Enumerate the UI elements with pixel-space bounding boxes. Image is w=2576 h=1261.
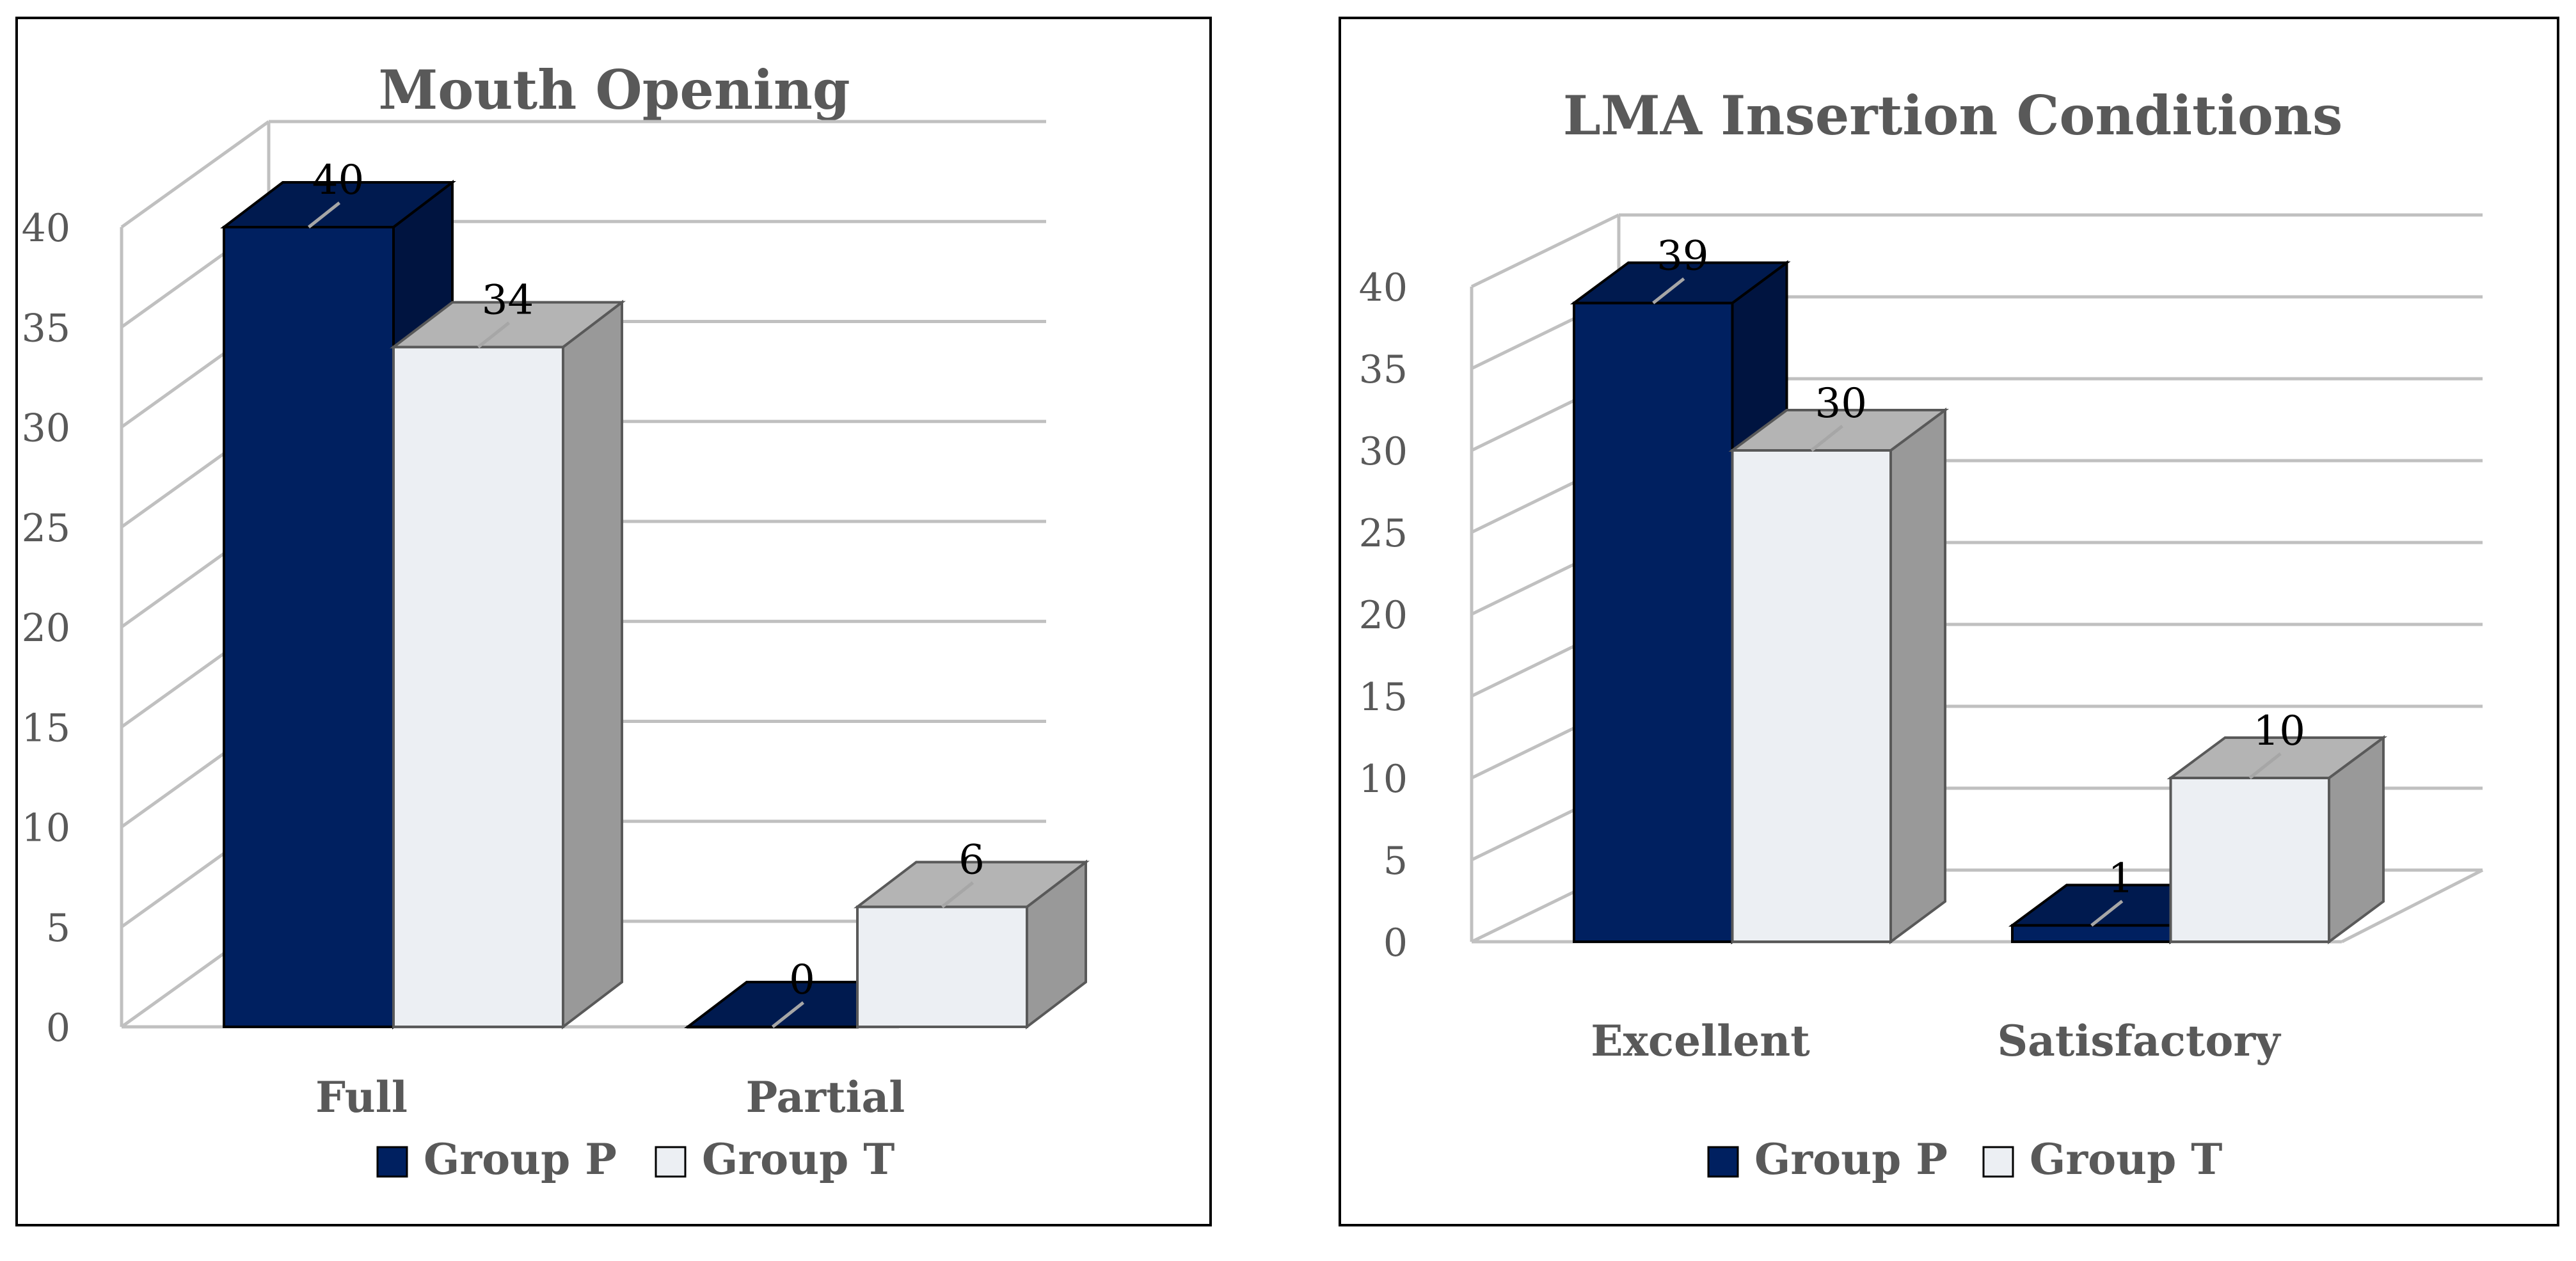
gridline-left-wall	[1470, 213, 1620, 289]
y-tick-label: 25	[1359, 511, 1408, 556]
chart-panel-1: Mouth Opening 0 5 10 15 20 25 30 35 40 40 34 Full 0 6 P…	[15, 17, 1212, 1226]
category-label: Satisfactory	[1997, 1016, 2281, 1066]
y-tick-label: 10	[1359, 757, 1408, 802]
bar-front	[223, 226, 395, 1028]
y-tick-label: 40	[1359, 266, 1408, 310]
y-tick-label: 0	[1383, 921, 1408, 965]
data-label-leader	[2248, 752, 2282, 779]
bar-front	[2011, 924, 2172, 944]
chart-frame	[1339, 17, 2559, 1226]
bar-group-t-excellent: 30	[1728, 380, 1950, 944]
y-tick-label: 5	[1383, 839, 1408, 884]
data-label: 10	[2254, 708, 2305, 755]
legend-label: Group P	[1754, 1134, 1948, 1184]
chart-panel-2: LMA Insertion Conditions 0 5 10 15 20 25 30 35 40…	[1339, 17, 2559, 1226]
bar-front	[2169, 777, 2330, 943]
data-label-leader	[771, 1001, 805, 1028]
data-label: 40	[312, 157, 364, 204]
y-tick-label: 20	[22, 606, 70, 651]
y-tick-label: 30	[1359, 429, 1408, 474]
bar-front	[1731, 449, 1892, 943]
data-label-leader	[1652, 277, 1685, 305]
legend-label: Group P	[424, 1134, 617, 1184]
legend-label: Group T	[2030, 1134, 2222, 1184]
y-tick-label: 35	[1359, 347, 1408, 392]
y-tick-label: 10	[22, 806, 70, 851]
legend-swatch-group-t	[655, 1146, 687, 1178]
bar-front	[392, 345, 564, 1028]
y-tick-label: 5	[46, 906, 70, 951]
data-label: 39	[1657, 233, 1708, 280]
data-label-leader	[307, 202, 341, 228]
data-label-leader	[477, 321, 511, 349]
data-label: 30	[1815, 380, 1867, 427]
legend-swatch-group-t	[1982, 1146, 2014, 1178]
bar-front	[1573, 301, 1734, 944]
y-tick-label: 35	[22, 306, 70, 351]
data-label-leader	[941, 881, 974, 908]
category-label: Excellent	[1591, 1016, 1810, 1066]
data-label-leader	[1810, 425, 1843, 452]
y-tick-label: 0	[46, 1006, 70, 1051]
gridline-left-wall	[120, 120, 270, 229]
legend-label: Group T	[702, 1134, 894, 1184]
bar-front	[856, 905, 1028, 1028]
chart-title: Mouth Opening	[378, 58, 850, 122]
bar-side	[562, 299, 623, 1030]
y-tick-label: 40	[22, 206, 70, 251]
y-tick-label: 20	[1359, 593, 1408, 638]
category-label: Partial	[746, 1072, 905, 1122]
data-label: 34	[482, 277, 534, 324]
y-tick-label: 15	[22, 706, 70, 750]
y-tick-label: 25	[22, 506, 70, 551]
bar-side	[1889, 408, 1946, 944]
data-label-leader	[2090, 900, 2124, 927]
legend: Group P Group T	[1707, 1134, 2222, 1184]
legend-swatch-group-p	[376, 1146, 408, 1178]
y-tick-label: 30	[22, 406, 70, 451]
legend: Group P Group T	[376, 1134, 894, 1184]
data-label: 0	[789, 956, 815, 1004]
data-label: 6	[958, 837, 985, 884]
category-label: Full	[315, 1072, 408, 1122]
bar-group-t-partial: 6	[854, 837, 1090, 1030]
y-tick-label: 15	[1359, 675, 1408, 720]
legend-swatch-group-p	[1707, 1146, 1739, 1178]
data-label: 1	[2108, 855, 2134, 902]
floor-right-edge	[2341, 868, 2484, 944]
chart-title: LMA Insertion Conditions	[1563, 84, 2343, 147]
bar-group-t-satisfactory: 10	[2167, 708, 2388, 944]
bar-group-t-full: 34	[390, 277, 626, 1030]
